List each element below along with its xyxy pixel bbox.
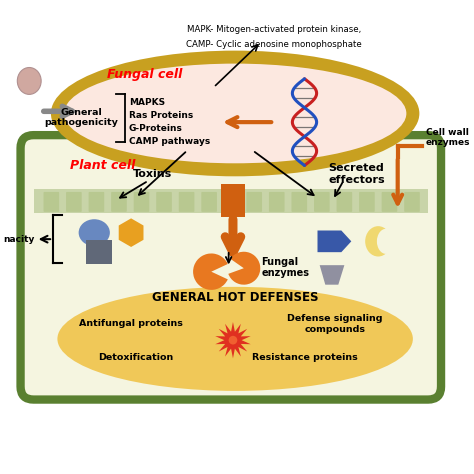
Wedge shape bbox=[228, 252, 260, 285]
FancyBboxPatch shape bbox=[359, 192, 375, 212]
FancyBboxPatch shape bbox=[44, 192, 59, 212]
Text: Toxins: Toxins bbox=[133, 169, 173, 179]
FancyBboxPatch shape bbox=[404, 192, 420, 212]
Polygon shape bbox=[118, 219, 144, 247]
Polygon shape bbox=[215, 322, 251, 358]
FancyBboxPatch shape bbox=[66, 192, 82, 212]
FancyBboxPatch shape bbox=[134, 192, 149, 212]
FancyBboxPatch shape bbox=[292, 192, 307, 212]
FancyBboxPatch shape bbox=[382, 192, 397, 212]
Ellipse shape bbox=[79, 219, 110, 246]
Text: GENERAL HOT DEFENSES: GENERAL HOT DEFENSES bbox=[152, 291, 319, 304]
Bar bbox=[86, 240, 111, 264]
Ellipse shape bbox=[365, 226, 391, 256]
Ellipse shape bbox=[18, 67, 41, 94]
Text: General
pathogenicity: General pathogenicity bbox=[44, 108, 118, 128]
Text: MAPK- Mitogen-activated protein kinase,: MAPK- Mitogen-activated protein kinase, bbox=[187, 25, 361, 34]
FancyBboxPatch shape bbox=[269, 192, 284, 212]
Text: nacity: nacity bbox=[3, 235, 35, 244]
Text: Cell wall
enzymes: Cell wall enzymes bbox=[426, 128, 470, 147]
Ellipse shape bbox=[57, 287, 413, 391]
Text: Fungal cell: Fungal cell bbox=[107, 68, 182, 81]
FancyBboxPatch shape bbox=[156, 192, 172, 212]
Ellipse shape bbox=[64, 64, 406, 164]
FancyBboxPatch shape bbox=[20, 135, 441, 400]
FancyBboxPatch shape bbox=[201, 192, 217, 212]
Text: Secreted
effectors: Secreted effectors bbox=[328, 164, 385, 185]
Text: Fungal
enzymes: Fungal enzymes bbox=[261, 256, 309, 278]
Ellipse shape bbox=[228, 336, 237, 345]
Polygon shape bbox=[319, 265, 345, 285]
FancyBboxPatch shape bbox=[111, 192, 127, 212]
FancyBboxPatch shape bbox=[179, 192, 194, 212]
Ellipse shape bbox=[51, 51, 419, 176]
Text: Antifungal proteins: Antifungal proteins bbox=[79, 319, 183, 328]
FancyBboxPatch shape bbox=[337, 192, 352, 212]
FancyBboxPatch shape bbox=[246, 192, 262, 212]
Text: Detoxification: Detoxification bbox=[98, 353, 173, 362]
FancyBboxPatch shape bbox=[224, 192, 239, 212]
FancyBboxPatch shape bbox=[89, 192, 104, 212]
Text: CAMP- Cyclic adenosine monophosphate: CAMP- Cyclic adenosine monophosphate bbox=[186, 40, 362, 49]
Polygon shape bbox=[318, 230, 351, 252]
Text: Defense signaling
compounds: Defense signaling compounds bbox=[287, 314, 383, 334]
Bar bbox=[221, 184, 245, 217]
Text: Plant cell: Plant cell bbox=[71, 159, 136, 172]
Wedge shape bbox=[193, 254, 228, 290]
Text: Resistance proteins: Resistance proteins bbox=[252, 353, 357, 362]
FancyBboxPatch shape bbox=[314, 192, 329, 212]
Ellipse shape bbox=[377, 229, 395, 254]
Text: MAPKS
Ras Proteins
G-Proteins
CAMP pathways: MAPKS Ras Proteins G-Proteins CAMP pathw… bbox=[129, 98, 210, 146]
Bar bbox=[34, 189, 428, 213]
